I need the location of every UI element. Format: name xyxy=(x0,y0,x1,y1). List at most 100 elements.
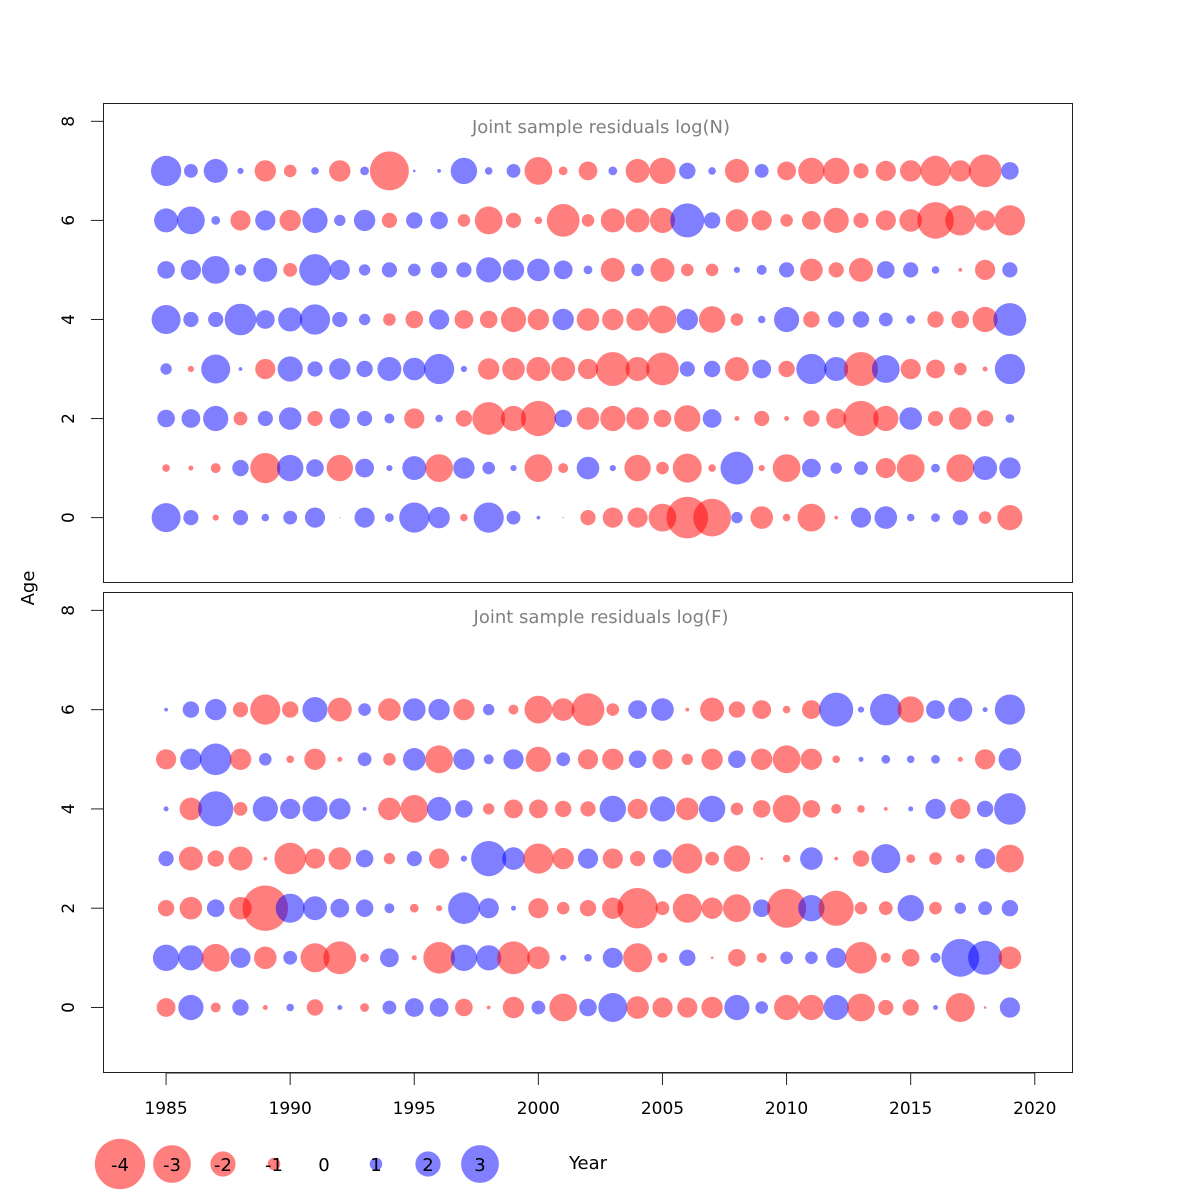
residual-bubble xyxy=(883,807,888,811)
residual-bubble xyxy=(973,456,998,481)
residual-bubble xyxy=(828,262,844,278)
residual-bubble xyxy=(975,848,996,869)
residual-bubble xyxy=(899,209,922,232)
residual-bubble xyxy=(724,357,749,381)
residual-bubble xyxy=(929,901,942,915)
residual-bubble xyxy=(381,262,397,278)
residual-bubble xyxy=(479,310,498,329)
residual-bubble xyxy=(652,749,673,770)
residual-bubble xyxy=(754,410,770,427)
residual-bubble xyxy=(703,212,721,229)
panel-log-n-bubbles xyxy=(151,151,1027,539)
panel-log-f-y-axis: 0 2 4 6 8 xyxy=(59,605,103,1013)
residual-bubble xyxy=(357,752,372,767)
residual-bubble xyxy=(800,847,823,870)
residual-bubble xyxy=(476,257,502,283)
x-axis-title: Year xyxy=(568,1153,608,1174)
residual-bubble xyxy=(472,402,506,435)
residual-bubble xyxy=(954,362,967,376)
residual-bubble xyxy=(460,365,467,373)
residual-bubble xyxy=(852,850,870,867)
residual-bubble xyxy=(369,151,409,191)
residual-bubble xyxy=(849,257,873,282)
residual-bubble xyxy=(968,940,1003,975)
residual-bubble xyxy=(404,408,425,429)
residual-bubble xyxy=(751,210,772,231)
residual-bubble xyxy=(784,416,790,421)
residual-bubble xyxy=(329,358,351,380)
residual-bubble xyxy=(233,802,248,816)
residual-bubble xyxy=(552,308,574,331)
residual-bubble xyxy=(450,944,478,971)
residual-bubble xyxy=(503,749,524,770)
residual-bubble xyxy=(653,409,672,428)
residual-bubble xyxy=(676,308,698,331)
residual-bubble xyxy=(978,901,992,916)
legend-label: 1 xyxy=(370,1155,381,1176)
residual-bubble xyxy=(756,264,767,275)
panel-log-f-title: Joint sample residuals log(F) xyxy=(473,607,729,628)
y-tick-label: 8 xyxy=(59,605,79,616)
residual-bubble xyxy=(831,803,842,814)
residual-bubble xyxy=(931,754,940,764)
residual-bubble xyxy=(183,311,199,328)
residual-bubble xyxy=(455,410,473,427)
residual-bubble xyxy=(826,408,847,429)
residual-bubble xyxy=(782,854,791,863)
residual-bubble xyxy=(674,405,701,432)
residual-bubble xyxy=(758,465,765,472)
residual-bubble xyxy=(800,748,823,770)
residual-bubble xyxy=(606,703,620,716)
residual-bubble xyxy=(628,750,647,769)
residual-bubble xyxy=(577,749,599,770)
residual-bubble xyxy=(724,158,749,183)
residual-bubble xyxy=(360,1003,369,1012)
residual-bubble xyxy=(826,947,847,968)
x-axis: 1985 1990 1995 2000 2005 2010 2015 2020 xyxy=(144,1072,1056,1119)
residual-bubble xyxy=(307,410,323,427)
residual-bubble xyxy=(1001,162,1019,180)
residual-bubble xyxy=(1001,900,1019,917)
residual-bubble xyxy=(774,306,800,333)
residual-bubble xyxy=(505,212,522,228)
residual-bubble xyxy=(731,511,743,524)
residual-bubble xyxy=(527,946,550,970)
residual-bubble xyxy=(523,843,554,874)
residual-bubble xyxy=(941,938,980,977)
residual-bubble xyxy=(1005,414,1015,423)
residual-bubble xyxy=(250,453,281,484)
residual-bubble xyxy=(408,263,421,277)
residual-bubble xyxy=(455,800,473,818)
residual-bubble xyxy=(304,748,326,770)
residual-bubble xyxy=(949,160,971,182)
residual-bubble xyxy=(212,514,219,521)
residual-bubble xyxy=(551,357,576,381)
residual-bubble xyxy=(999,457,1021,479)
residual-bubble xyxy=(157,409,175,428)
residual-bubble xyxy=(576,407,600,430)
residual-bubble xyxy=(399,502,430,533)
residual-bubble xyxy=(854,901,868,915)
residual-bubble xyxy=(750,506,773,529)
residual-bubble xyxy=(508,704,519,715)
residual-bubble xyxy=(199,743,232,776)
residual-bubble xyxy=(651,698,674,721)
residual-bubble xyxy=(623,943,653,973)
y-tick-label: 2 xyxy=(59,903,79,914)
panel-log-n-frame xyxy=(103,103,1073,583)
residual-bubble xyxy=(386,465,393,472)
residual-bubble xyxy=(177,206,205,235)
residual-bubble xyxy=(828,311,845,328)
residual-bubble xyxy=(160,363,172,375)
residual-bubble xyxy=(627,507,648,528)
x-tick-label: 1990 xyxy=(269,1099,312,1119)
residual-bubble xyxy=(730,802,744,816)
residual-bubble xyxy=(994,793,1026,825)
residual-bubble xyxy=(183,509,199,526)
residual-bubble xyxy=(355,458,374,478)
residual-bubble xyxy=(478,358,500,380)
residual-bubble xyxy=(875,458,896,479)
residual-bubble xyxy=(253,946,277,970)
residual-bubble xyxy=(649,157,676,185)
residual-bubble xyxy=(897,895,924,922)
